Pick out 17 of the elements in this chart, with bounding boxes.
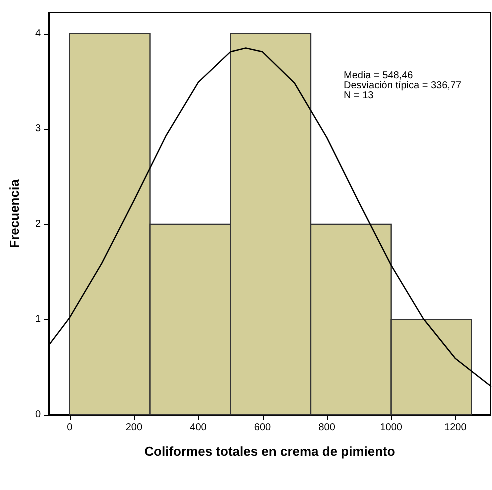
annotation: Media = 548,46	[344, 70, 414, 82]
annotation: N = 13	[344, 90, 374, 102]
x-tick-label: 0	[67, 422, 74, 434]
x-tick-label: 200	[126, 422, 143, 434]
x-tick-label: 1000	[380, 422, 403, 434]
y-tick-label: 3	[35, 124, 42, 135]
annotation: Desviación típica = 336,77	[344, 80, 462, 92]
y-tick-label: 1	[35, 314, 42, 326]
x-tick-label: 800	[318, 422, 336, 434]
y-tick-label: 4	[35, 28, 42, 40]
x-tick-label: 600	[254, 422, 272, 434]
y-axis-title: Frecuencia	[7, 178, 22, 248]
x-tick-label: 1200	[444, 422, 468, 434]
y-tick-label: 2	[35, 218, 42, 230]
x-tick-label: 400	[190, 422, 208, 434]
x-axis-title: Coliformes totales en crema de pimiento	[144, 444, 396, 459]
y-tick-label: 0	[35, 410, 42, 420]
